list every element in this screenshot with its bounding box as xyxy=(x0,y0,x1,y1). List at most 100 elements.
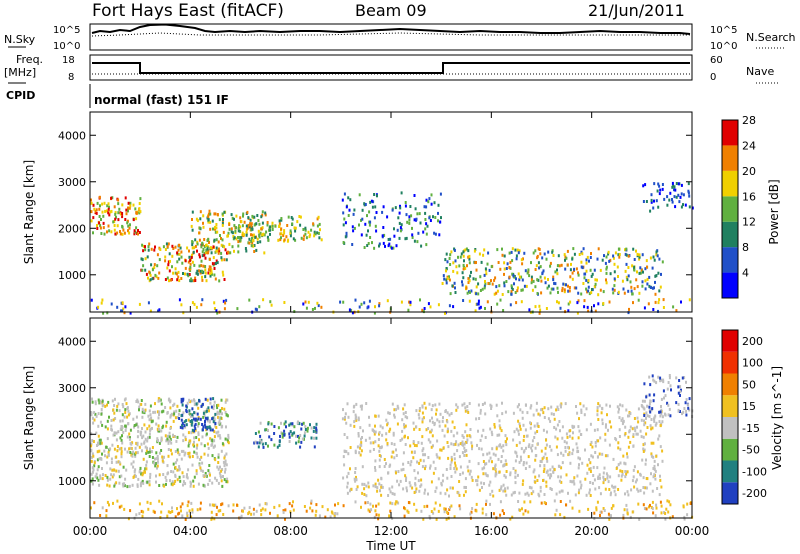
data-cell xyxy=(209,220,212,224)
data-cell xyxy=(615,467,618,470)
data-cell xyxy=(259,421,262,425)
data-cell xyxy=(659,478,662,482)
data-cell xyxy=(214,262,217,265)
data-cell xyxy=(219,509,222,513)
data-cell xyxy=(90,442,93,446)
data-cell xyxy=(491,433,494,437)
data-cell xyxy=(112,408,115,412)
data-cell xyxy=(143,423,146,427)
data-cell xyxy=(397,406,400,410)
data-cell xyxy=(564,446,567,449)
data-cell xyxy=(164,475,167,479)
data-cell xyxy=(121,419,124,423)
data-cell xyxy=(220,237,222,240)
data-cell xyxy=(450,455,453,459)
data-cell xyxy=(310,228,313,232)
data-cell xyxy=(510,292,513,296)
data-cell xyxy=(289,234,292,238)
data-cell xyxy=(435,412,437,416)
data-cell xyxy=(400,223,403,227)
data-cell xyxy=(283,433,286,437)
data-cell xyxy=(493,425,496,429)
data-cell xyxy=(383,458,386,461)
data-cell xyxy=(395,408,397,412)
data-cell xyxy=(638,291,641,295)
data-cell xyxy=(501,253,504,257)
data-cell xyxy=(221,238,224,242)
data-cell xyxy=(596,409,599,413)
data-cell xyxy=(144,248,147,252)
data-cell xyxy=(652,455,655,459)
data-cell xyxy=(596,466,599,470)
data-cell xyxy=(115,408,118,412)
data-cell xyxy=(184,451,187,455)
data-cell xyxy=(558,479,561,483)
data-cell xyxy=(124,424,127,428)
data-cell xyxy=(397,470,400,473)
data-cell xyxy=(102,311,105,315)
data-cell xyxy=(198,399,201,403)
data-cell xyxy=(156,427,159,431)
data-cell xyxy=(188,267,191,271)
data-cell xyxy=(163,484,166,488)
data-cell xyxy=(223,456,226,460)
data-cell xyxy=(355,475,357,479)
data-cell xyxy=(355,488,358,491)
data-cell xyxy=(682,505,685,509)
data-cell xyxy=(357,416,360,420)
data-cell xyxy=(106,403,108,407)
data-cell xyxy=(567,309,570,313)
velocity-colorbar-tick: -50 xyxy=(742,444,760,457)
data-cell xyxy=(644,267,647,271)
data-cell xyxy=(187,454,190,458)
data-cell xyxy=(141,479,144,483)
data-cell xyxy=(433,201,436,205)
data-cell xyxy=(428,197,431,201)
data-cell xyxy=(234,229,237,233)
data-cell xyxy=(559,475,562,479)
data-cell xyxy=(202,411,205,415)
data-cell xyxy=(247,512,250,516)
power-ylabel: Slant Range [km] xyxy=(22,160,36,264)
data-cell xyxy=(378,454,381,457)
data-cell xyxy=(435,408,438,412)
data-cell xyxy=(207,453,210,457)
data-cell xyxy=(221,212,224,216)
data-cell xyxy=(427,427,430,430)
data-cell xyxy=(196,272,199,276)
data-cell xyxy=(108,484,111,488)
data-cell xyxy=(124,477,127,481)
data-cell xyxy=(501,412,504,416)
data-cell xyxy=(636,270,638,274)
data-cell xyxy=(359,426,362,430)
data-cell xyxy=(293,226,296,230)
data-cell xyxy=(144,437,147,441)
data-cell xyxy=(542,470,545,473)
data-cell xyxy=(302,237,305,241)
data-cell xyxy=(103,201,106,205)
data-cell xyxy=(486,300,489,304)
data-cell xyxy=(137,429,140,433)
data-cell xyxy=(358,223,360,227)
data-cell xyxy=(650,198,653,202)
data-cell xyxy=(654,469,657,473)
data-cell xyxy=(636,285,639,289)
data-cell xyxy=(660,272,662,276)
data-cell xyxy=(655,250,658,254)
data-cell xyxy=(269,225,272,229)
data-cell xyxy=(140,472,143,476)
data-cell xyxy=(406,489,408,493)
data-cell xyxy=(475,479,477,483)
data-cell xyxy=(373,246,376,250)
data-cell xyxy=(133,470,136,474)
data-cell xyxy=(549,487,552,490)
data-cell xyxy=(576,446,579,450)
data-cell xyxy=(618,435,621,438)
data-cell xyxy=(137,229,139,232)
data-cell xyxy=(116,404,119,408)
data-cell xyxy=(109,210,112,214)
data-cell xyxy=(91,466,94,470)
data-cell xyxy=(496,302,499,306)
data-cell xyxy=(629,412,632,415)
data-cell xyxy=(97,305,100,309)
